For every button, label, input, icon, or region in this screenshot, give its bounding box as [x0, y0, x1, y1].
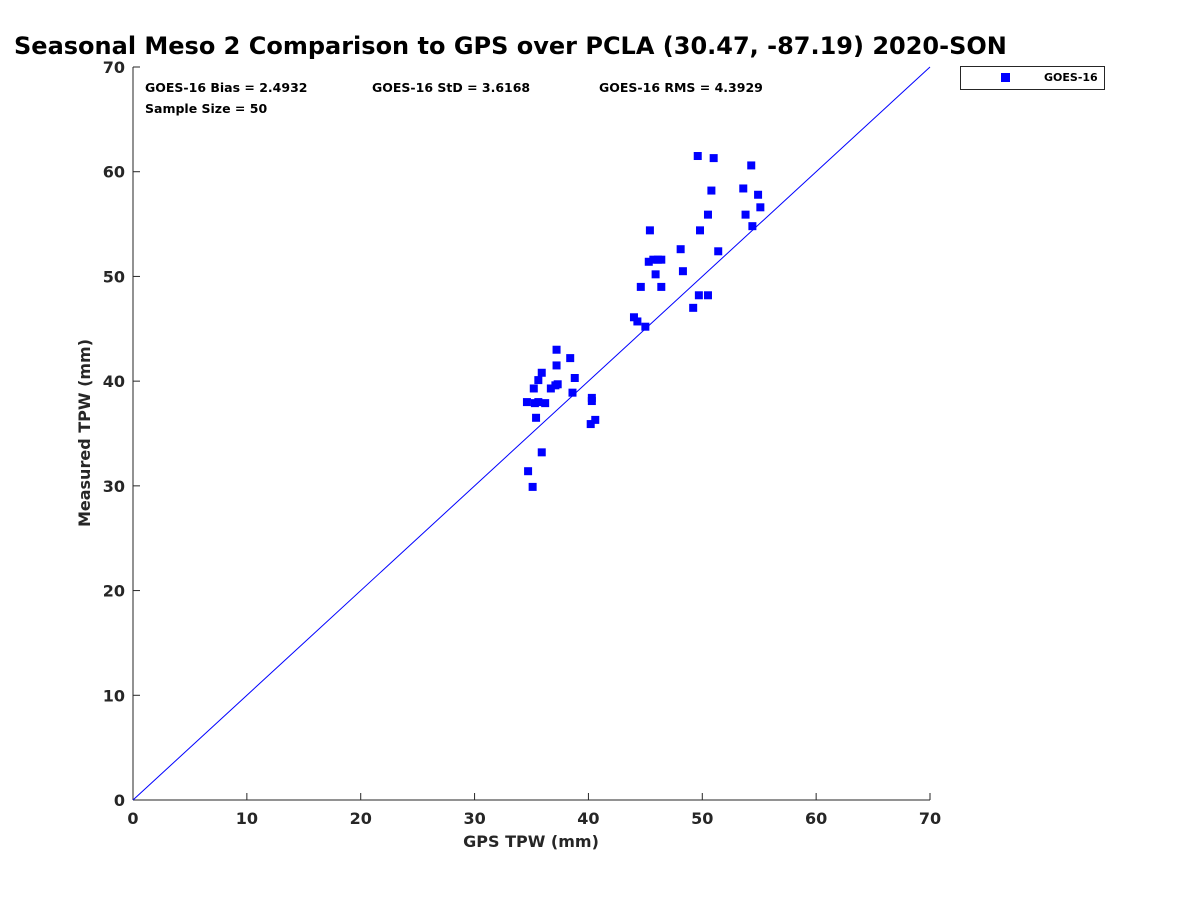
y-tick-label: 60 [103, 163, 125, 182]
data-point [709, 154, 718, 163]
x-tick-label: 50 [691, 809, 713, 828]
data-point [756, 203, 765, 212]
axis-ticks: 0 10 20 30 40 50 60 70 0 10 20 30 40 50 60 70 [103, 58, 941, 828]
x-tick-label: 10 [236, 809, 258, 828]
data-point [534, 376, 543, 385]
data-point [694, 291, 703, 300]
data-point [591, 415, 600, 424]
y-tick-label: 50 [103, 267, 125, 286]
bias-stat: GOES-16 Bias = 2.4932 [145, 80, 307, 95]
legend-label: GOES-16 [1044, 71, 1098, 84]
y-tick-label: 40 [103, 372, 125, 391]
data-point [747, 161, 756, 170]
data-point [714, 247, 723, 256]
data-point [676, 245, 685, 254]
x-axis-label: GPS TPW (mm) [463, 832, 599, 851]
data-point [707, 186, 716, 195]
y-tick-label: 0 [114, 791, 125, 810]
data-point [693, 152, 702, 161]
data-point [754, 190, 763, 199]
data-point [537, 448, 546, 457]
data-point [553, 380, 562, 389]
data-point [641, 322, 650, 331]
data-point [528, 482, 537, 491]
data-point [703, 291, 712, 300]
x-tick-label: 30 [463, 809, 485, 828]
data-point [741, 210, 750, 219]
x-tick-label: 70 [919, 809, 941, 828]
data-point [657, 255, 666, 264]
data-point [529, 384, 538, 393]
data-point [587, 393, 596, 402]
legend-marker [1001, 73, 1010, 82]
data-point [629, 313, 638, 322]
data-point [570, 374, 579, 383]
data-point [524, 467, 533, 476]
x-tick-label: 60 [805, 809, 827, 828]
data-point [552, 361, 561, 370]
x-tick-label: 20 [350, 809, 372, 828]
data-point [546, 384, 555, 393]
chart-title: Seasonal Meso 2 Comparison to GPS over P… [14, 32, 1007, 60]
x-tick-label: 40 [577, 809, 599, 828]
data-point [568, 388, 577, 397]
data-point [522, 398, 531, 407]
data-point [537, 368, 546, 377]
data-point [703, 210, 712, 219]
y-tick-label: 30 [103, 477, 125, 496]
data-point [566, 354, 575, 363]
data-point [678, 267, 687, 276]
data-point [586, 420, 595, 429]
y-tick-label: 70 [103, 58, 125, 77]
data-point [636, 282, 645, 291]
data-point [552, 345, 561, 354]
data-points [522, 152, 765, 491]
x-tick-label: 0 [127, 809, 138, 828]
data-point [739, 184, 748, 193]
data-point [645, 226, 654, 235]
data-point [532, 413, 541, 422]
std-stat: GOES-16 StD = 3.6168 [372, 80, 530, 95]
data-point [748, 222, 757, 231]
data-point [541, 399, 550, 408]
sample-size-stat: Sample Size = 50 [145, 101, 267, 116]
data-point [651, 270, 660, 279]
y-tick-label: 20 [103, 582, 125, 601]
y-axis-label: Measured TPW (mm) [75, 339, 94, 527]
y-tick-label: 10 [103, 686, 125, 705]
legend: GOES-16 [960, 66, 1105, 90]
legend-box [960, 66, 1105, 90]
data-point [657, 282, 666, 291]
data-point [534, 398, 543, 407]
axes [132, 67, 930, 801]
data-point [649, 255, 658, 264]
data-point [689, 303, 698, 312]
data-point [633, 317, 642, 326]
data-point [644, 257, 653, 266]
one-to-one-line [132, 66, 931, 801]
rms-stat: GOES-16 RMS = 4.3929 [599, 80, 763, 95]
data-point [696, 226, 705, 235]
